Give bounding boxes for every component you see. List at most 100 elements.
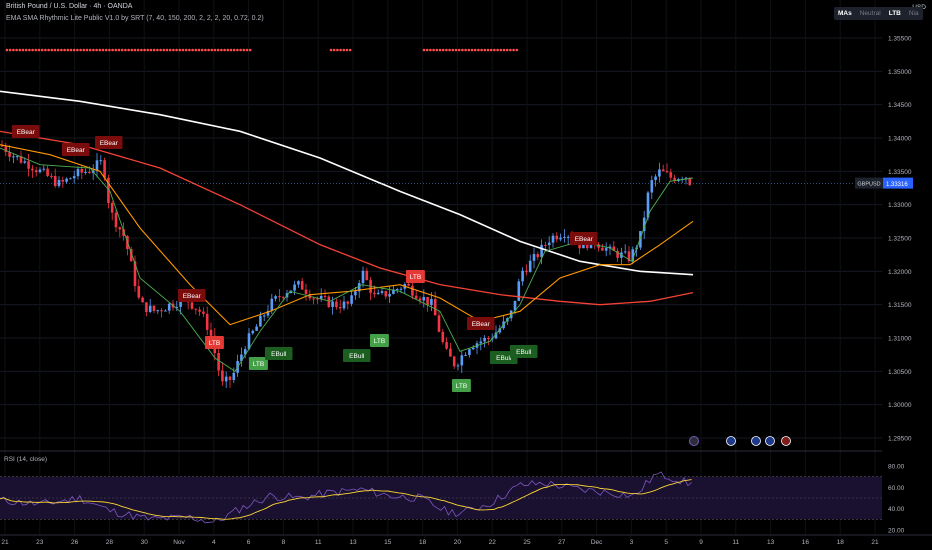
signal-dot: [342, 48, 346, 52]
moving-averages: [0, 90, 694, 372]
signal-label-bg: [406, 270, 425, 283]
signal-dot: [502, 48, 506, 52]
candle-body: [281, 297, 285, 299]
candle-body: [69, 178, 72, 180]
candle-body: [255, 326, 258, 331]
signal-dot: [332, 48, 336, 52]
toggle-neutral[interactable]: Neutral: [859, 10, 881, 17]
candle-body: [597, 244, 600, 248]
rsi-ma-line: [0, 479, 692, 520]
candle-body: [137, 286, 141, 298]
signal-dot: [18, 48, 22, 52]
signal-dot: [156, 48, 159, 52]
signal-dot: [53, 48, 57, 52]
candle-body: [205, 313, 209, 330]
candle-body: [312, 298, 315, 300]
candle-body: [224, 376, 228, 382]
candle-body: [563, 236, 566, 238]
signal-dot: [72, 48, 76, 52]
toggle-mas[interactable]: MAs: [838, 10, 852, 17]
signal-dot: [140, 48, 143, 52]
ma200-line: [0, 90, 694, 276]
candle-body: [156, 310, 160, 312]
candle-body: [445, 342, 448, 349]
signal-dot: [207, 48, 210, 52]
candle-body: [95, 160, 99, 171]
candle-body: [278, 296, 281, 298]
signal-dot: [47, 48, 50, 52]
candle-body: [661, 169, 665, 172]
candle-body: [631, 249, 635, 262]
candle-body: [354, 291, 357, 296]
time-tick: 27: [558, 539, 566, 546]
candle-body: [517, 281, 521, 301]
signal-dot: [220, 48, 223, 52]
candle-body: [8, 152, 11, 157]
price-tick: 1.34500: [888, 102, 912, 109]
candle-body: [179, 297, 182, 307]
toggle-nia[interactable]: Nia: [908, 10, 919, 17]
time-tick: 21: [871, 539, 879, 546]
signal-dot: [34, 48, 38, 52]
signal-dot: [95, 48, 98, 52]
signal-label: EBear: [67, 147, 86, 154]
signal-dot: [31, 48, 34, 52]
candle-body: [118, 227, 122, 230]
signal-dot: [15, 48, 18, 52]
time-tick: 3: [630, 539, 634, 546]
signal-dot: [473, 48, 477, 52]
candle-body: [623, 251, 627, 253]
signal-dot: [63, 48, 66, 52]
time-tick: 13: [349, 539, 357, 546]
signal-dot: [438, 48, 442, 52]
candle-body: [380, 291, 384, 293]
candle-body: [209, 329, 213, 336]
candle-body: [34, 170, 38, 173]
candle-body: [449, 348, 452, 357]
candle-body: [688, 177, 692, 185]
time-tick: 8: [282, 539, 286, 546]
signal-label: LTB: [209, 340, 220, 347]
candle-body: [27, 161, 30, 169]
price-tick: 1.32000: [888, 269, 912, 276]
price-tag-bg: [883, 177, 913, 189]
signal-dot: [120, 48, 124, 52]
candle-body: [616, 250, 619, 258]
candle-body: [684, 177, 688, 179]
candle-body: [346, 301, 350, 304]
candle-body: [673, 177, 676, 182]
signal-dot: [229, 48, 233, 52]
symbol-tag: GBPUSD: [857, 182, 880, 188]
candle-body: [76, 168, 80, 177]
signal-label-bg: [95, 136, 123, 149]
candle-body: [31, 168, 34, 171]
candle-body: [194, 308, 198, 310]
signal-dot: [432, 48, 435, 52]
time-tick: 23: [36, 539, 44, 546]
signal-label: EBull: [516, 349, 532, 356]
signal-dot: [223, 48, 226, 52]
signal-dot: [108, 48, 111, 52]
signal-dot: [5, 48, 9, 52]
signal-dot: [445, 48, 448, 52]
time-tick: 11: [732, 539, 739, 546]
candle-body: [88, 171, 91, 173]
signal-dot: [336, 48, 339, 52]
signal-dot: [60, 48, 63, 52]
candle-body: [327, 296, 331, 308]
price-tick: 1.34000: [888, 136, 912, 143]
toggle-ltb[interactable]: LTB: [888, 10, 901, 17]
flag-icon: [751, 436, 761, 446]
candle-body: [483, 337, 486, 342]
candles: [0, 140, 692, 388]
candle-body: [338, 307, 342, 309]
signal-dot: [496, 48, 499, 52]
signal-dot: [457, 48, 461, 52]
signal-dot: [165, 48, 169, 52]
candle-body: [50, 175, 53, 177]
signal-dot: [82, 48, 86, 52]
candle-body: [604, 248, 608, 251]
time-tick: Nov: [173, 539, 185, 546]
candle-body: [437, 315, 441, 332]
